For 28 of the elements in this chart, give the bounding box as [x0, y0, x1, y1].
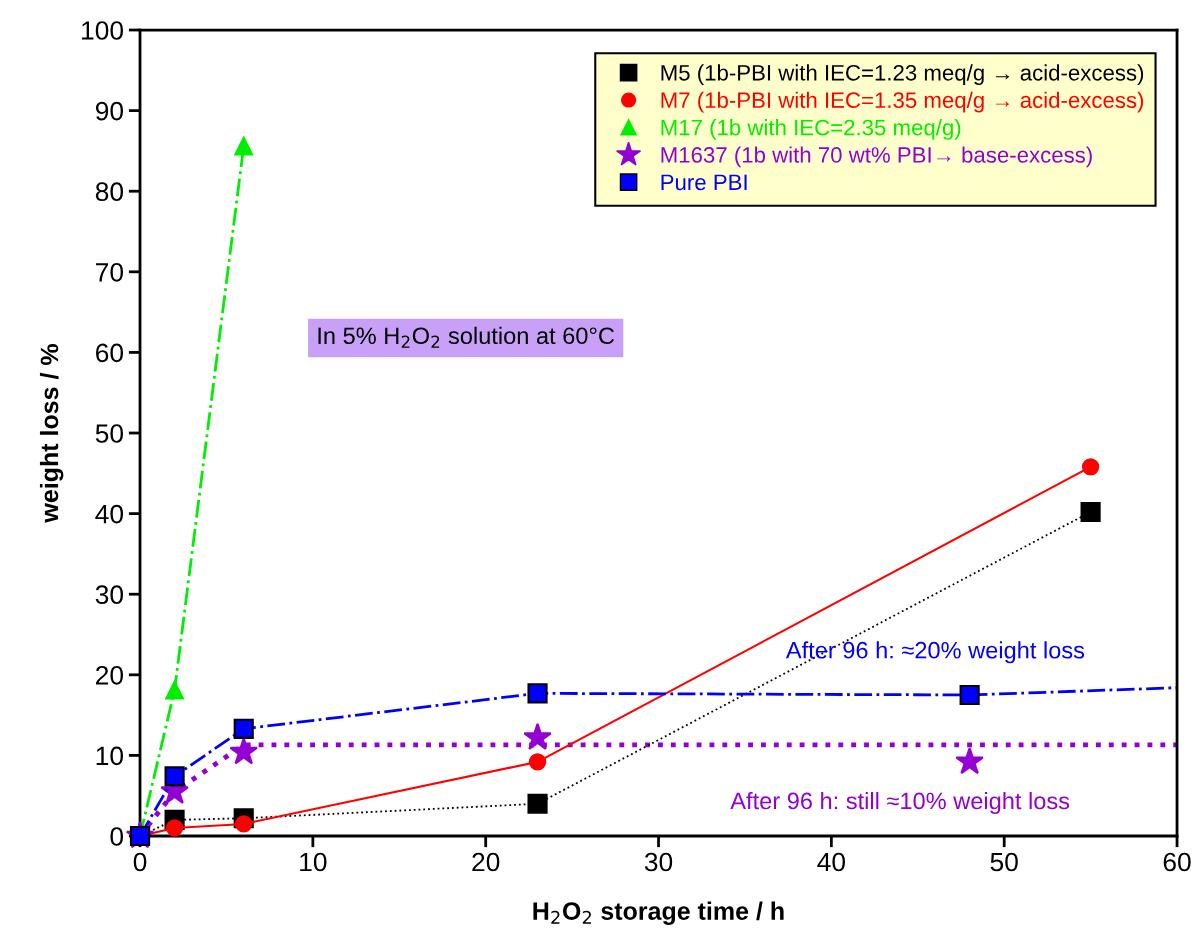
x-tick-label: 30 — [644, 852, 673, 872]
y-tick-label: 40 — [95, 504, 124, 524]
y-tick-label: 90 — [95, 101, 124, 121]
y-axis-title: weight loss / % — [39, 344, 64, 523]
x-tick-label: 60 — [1163, 852, 1191, 872]
x-tick-label: 10 — [300, 852, 327, 872]
x-tick-label: 40 — [817, 852, 846, 872]
legend-label: M17 (1b with IEC=2.35 meq/g) — [661, 119, 961, 140]
annotation: After 96 h: still ≈10% weight loss — [730, 791, 1070, 814]
y-tick-label: 100 — [82, 21, 124, 40]
y-tick-label: 80 — [95, 182, 124, 202]
annotation: After 96 h: ≈20% weight loss — [785, 641, 1085, 664]
x-tick-label: 20 — [472, 852, 500, 872]
y-tick-label: 50 — [95, 424, 124, 443]
x-tick-label: 50 — [990, 852, 1018, 872]
y-tick-label: 10 — [96, 746, 124, 766]
legend-label: M7 (1b-PBI with IEC=1.35 meq/g → acid-excess) — [661, 91, 1144, 113]
y-tick-label: 30 — [95, 585, 124, 605]
y-tick-label: 0 — [110, 827, 124, 846]
legend-label: Pure PBI — [661, 174, 747, 191]
y-tick-label: 60 — [96, 343, 124, 363]
x-axis-title: H$_{2}$O$_{2}$ storage time / h — [533, 901, 784, 925]
annotation: In 5% H$_{2}$O$_{2}$ solution at 60°C — [318, 326, 615, 348]
legend-label: M5 (1b-PBI with IEC=1.23 meq/g → acid-excess) — [661, 64, 1144, 86]
x-tick-label: 0 — [133, 852, 147, 872]
y-tick-label: 20 — [96, 665, 124, 685]
y-tick-label: 70 — [96, 262, 124, 282]
legend-label: M1637 (1b with 70 wt% PBI→ base-excess) — [661, 146, 1092, 168]
